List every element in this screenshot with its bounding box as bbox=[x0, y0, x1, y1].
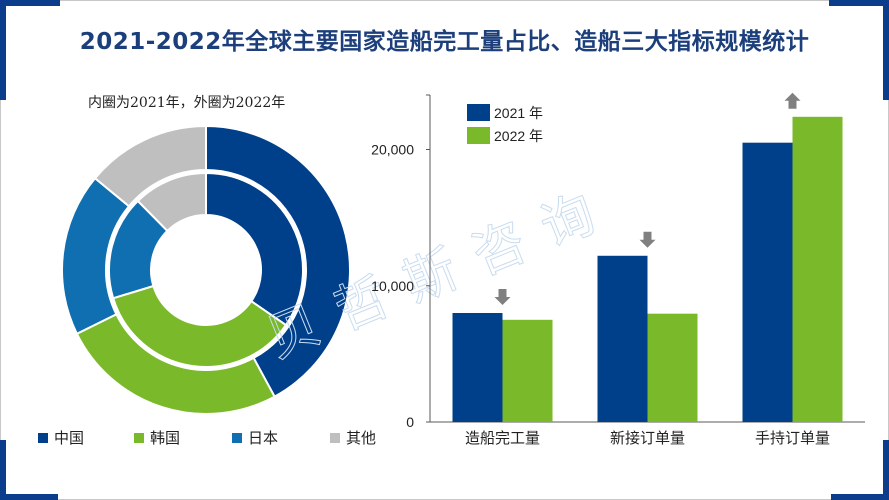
legend-swatch bbox=[467, 127, 490, 144]
corner-decoration bbox=[883, 440, 889, 500]
corner-decoration bbox=[831, 494, 889, 500]
legend-item-other: 其他 bbox=[330, 427, 376, 448]
legend-label: 2021 年 bbox=[494, 105, 543, 121]
legend-label: 2022 年 bbox=[494, 128, 543, 144]
corner-decoration bbox=[0, 0, 60, 6]
watermark: 贝哲斯咨询 bbox=[259, 177, 624, 369]
bar-0-0 bbox=[452, 313, 503, 422]
legend-label: 韩国 bbox=[150, 429, 181, 447]
bar-1-2 bbox=[792, 116, 843, 423]
bar-0-2 bbox=[742, 142, 793, 422]
legend-label: 其他 bbox=[346, 429, 377, 447]
y-tick-label: 0 bbox=[406, 414, 414, 430]
bar-1-0 bbox=[502, 319, 553, 422]
legend-swatch bbox=[330, 432, 340, 443]
corner-decoration bbox=[829, 0, 889, 6]
corner-decoration bbox=[0, 0, 6, 100]
x-tick-label: 新接订单量 bbox=[610, 430, 685, 447]
corner-decoration bbox=[0, 440, 6, 500]
legend-swatch bbox=[232, 432, 242, 443]
legend-item-japan: 日本 bbox=[232, 427, 278, 448]
x-tick-label: 手持订单量 bbox=[755, 430, 830, 447]
legend-item-korea: 韩国 bbox=[134, 427, 180, 448]
donut-subtitle: 内圈为2021年，外圈为2022年 bbox=[88, 95, 286, 111]
legend-label: 中国 bbox=[54, 429, 85, 447]
legend-label: 日本 bbox=[248, 429, 279, 447]
bar-0-1 bbox=[597, 255, 648, 422]
bar-1-1 bbox=[647, 313, 698, 422]
page-title: 2021-2022年全球主要国家造船完工量占比、造船三大指标规模统计 bbox=[79, 29, 810, 55]
y-tick-label: 10,000 bbox=[371, 278, 414, 294]
arrow-down-icon bbox=[494, 289, 511, 305]
legend-swatch bbox=[38, 432, 48, 443]
corner-decoration bbox=[0, 494, 58, 500]
arrow-up-icon bbox=[784, 92, 801, 109]
legend-swatch bbox=[134, 432, 144, 443]
x-tick-label: 造船完工量 bbox=[465, 430, 540, 447]
corner-decoration bbox=[883, 0, 889, 100]
arrow-down-icon bbox=[639, 231, 656, 248]
ring-separator bbox=[105, 169, 307, 371]
legend-item-china: 中国 bbox=[38, 427, 84, 448]
y-tick-label: 20,000 bbox=[371, 142, 414, 158]
legend-swatch bbox=[467, 104, 490, 121]
